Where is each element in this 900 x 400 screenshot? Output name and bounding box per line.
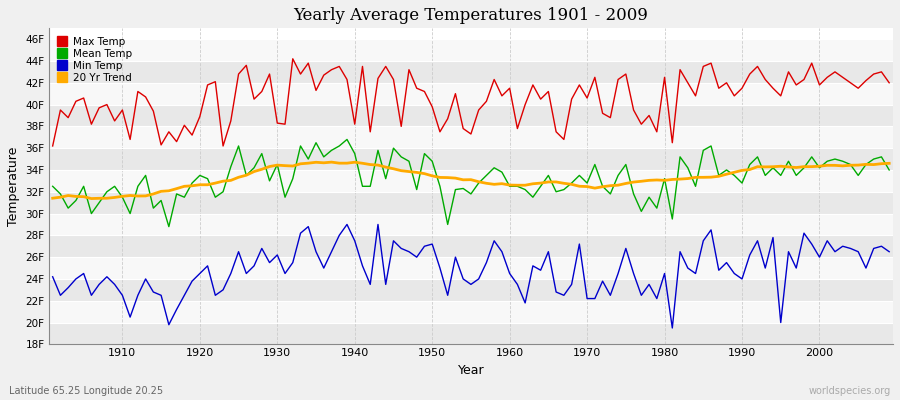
Bar: [49, 322, 893, 344]
Bar: [49, 61, 893, 83]
Bar: [49, 104, 893, 126]
Text: Latitude 65.25 Longitude 20.25: Latitude 65.25 Longitude 20.25: [9, 386, 163, 396]
X-axis label: Year: Year: [457, 364, 484, 377]
Bar: [49, 235, 893, 257]
Legend: Max Temp, Mean Temp, Min Temp, 20 Yr Trend: Max Temp, Mean Temp, Min Temp, 20 Yr Tre…: [54, 34, 135, 86]
Bar: [49, 39, 893, 61]
Bar: [49, 126, 893, 148]
Bar: [49, 301, 893, 322]
Y-axis label: Temperature: Temperature: [7, 147, 20, 226]
Bar: [49, 279, 893, 301]
Bar: [49, 214, 893, 235]
Text: worldspecies.org: worldspecies.org: [809, 386, 891, 396]
Bar: [49, 148, 893, 170]
Bar: [49, 83, 893, 104]
Bar: [49, 192, 893, 214]
Bar: [49, 257, 893, 279]
Title: Yearly Average Temperatures 1901 - 2009: Yearly Average Temperatures 1901 - 2009: [293, 7, 648, 24]
Bar: [49, 170, 893, 192]
